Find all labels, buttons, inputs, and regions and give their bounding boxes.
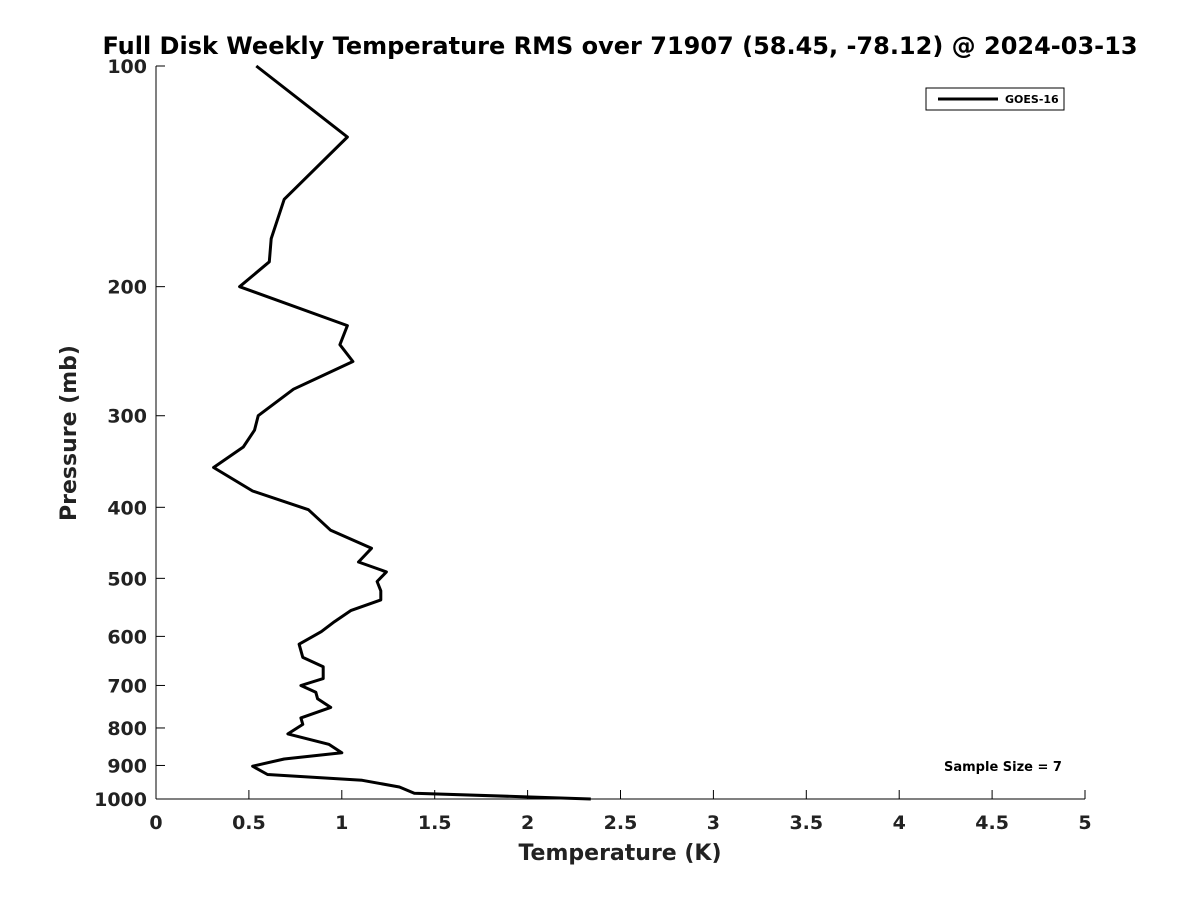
series-lines bbox=[212, 64, 591, 801]
sample-size-annotation: Sample Size = 7 bbox=[944, 760, 1062, 775]
y-tick-label: 200 bbox=[107, 277, 147, 299]
x-tick-label: 5 bbox=[1078, 812, 1091, 834]
x-tick-label: 2.5 bbox=[604, 812, 638, 834]
x-tick-label: 2 bbox=[521, 812, 534, 834]
y-axis-label: Pressure (mb) bbox=[57, 345, 82, 521]
series-line-goes-16 bbox=[212, 64, 591, 801]
legend-label-goes-16: GOES-16 bbox=[1005, 93, 1059, 106]
x-tick-label: 1.5 bbox=[418, 812, 452, 834]
x-tick-label: 0.5 bbox=[232, 812, 266, 834]
y-tick-label: 400 bbox=[107, 497, 147, 519]
x-axis-ticks: 0 0.5 1 1.5 2 2.5 3 3.5 4 4.5 5 bbox=[149, 790, 1092, 834]
y-tick-label: 700 bbox=[107, 675, 147, 697]
y-tick-label: 300 bbox=[107, 406, 147, 428]
chart-title: Full Disk Weekly Temperature RMS over 71… bbox=[102, 32, 1137, 60]
y-axis-ticks: 100 200 300 400 500 600 700 800 900 1000 bbox=[94, 56, 165, 811]
y-tick-label: 1000 bbox=[94, 789, 147, 811]
y-tick-label: 800 bbox=[107, 718, 147, 740]
x-tick-label: 1 bbox=[335, 812, 348, 834]
y-tick-label: 500 bbox=[107, 568, 147, 590]
x-tick-label: 4 bbox=[893, 812, 906, 834]
y-tick-label: 600 bbox=[107, 626, 147, 648]
x-tick-label: 3 bbox=[707, 812, 720, 834]
legend: GOES-16 bbox=[925, 87, 1065, 111]
x-tick-label: 3.5 bbox=[789, 812, 823, 834]
x-axis-label: Temperature (K) bbox=[518, 841, 721, 866]
x-tick-label: 0 bbox=[149, 812, 162, 834]
x-tick-label: 4.5 bbox=[975, 812, 1009, 834]
y-tick-label: 900 bbox=[107, 755, 147, 777]
y-tick-label: 100 bbox=[107, 56, 147, 78]
